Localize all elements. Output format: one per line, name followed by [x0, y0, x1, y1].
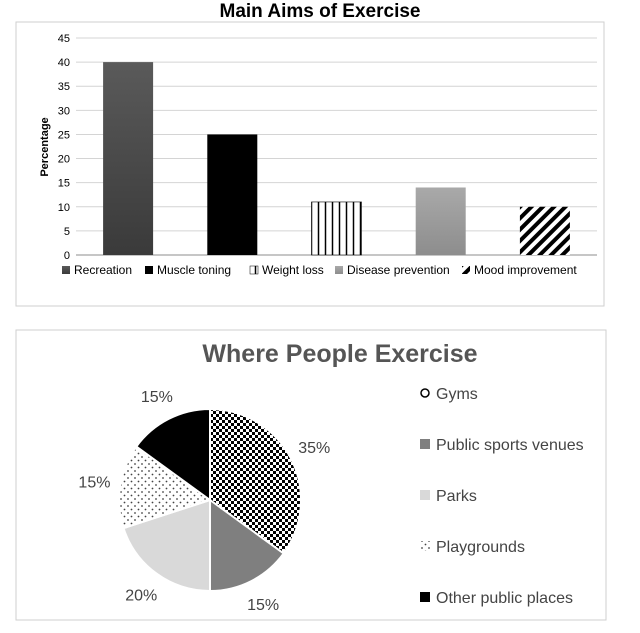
- bar-y-tick-label: 5: [64, 226, 70, 238]
- pie-slice-public-sports-venues: [209, 498, 286, 593]
- pie-data-label-playgrounds: 15%: [78, 475, 110, 492]
- bar-y-tick-labels: 0 5 10 15 20 25 30 35 40 45: [58, 33, 70, 262]
- bar-muscle-toning: [207, 134, 258, 255]
- bar-chart-title: Main Aims of Exercise: [219, 1, 421, 22]
- bar-weight-loss: [311, 201, 362, 256]
- pie-data-labels: 35% 15% 20% 15% 15%: [78, 389, 330, 614]
- bar-legend-label-mood-improvement: Mood improvement: [474, 263, 577, 277]
- pie-legend-label-public-sports-venues: Public sports venues: [436, 437, 584, 454]
- bar-y-tick-label: 45: [58, 33, 70, 45]
- bar-recreation: [103, 62, 154, 255]
- pie-data-label-gyms: 35%: [298, 440, 330, 457]
- bar-legend-label-recreation: Recreation: [74, 263, 132, 277]
- bar-legend-swatch-mood-improvement: [462, 266, 470, 274]
- pie-legend-swatch-gyms: [420, 388, 430, 398]
- bar-legend-swatch-muscle-toning: [145, 266, 153, 274]
- pie-slice-playgrounds: [118, 445, 213, 530]
- pie-legend-swatch-other-public-places: [420, 592, 430, 602]
- bar-legend-label-disease-prevention: Disease prevention: [347, 263, 450, 277]
- bar-mood-improvement: [519, 206, 570, 255]
- pie-slice-other-public-places: [134, 407, 211, 502]
- bar-marks: [103, 62, 570, 256]
- bar-legend-label-muscle-toning: Muscle toning: [157, 263, 231, 277]
- bar-y-tick-label: 30: [58, 105, 70, 117]
- pie-data-label-other-public-places: 15%: [141, 389, 173, 406]
- bar-y-tick-label: 20: [58, 154, 70, 166]
- pie-slices: [118, 407, 302, 593]
- pie-chart-frame: [15, 329, 607, 621]
- pie-legend-swatch-public-sports-venues: [420, 439, 430, 449]
- bar-y-tick-label: 0: [64, 250, 70, 262]
- pie-legend-swatch-playgrounds: [420, 541, 430, 551]
- pie-legend: Gyms Public sports venues Parks Playgrounds…: [420, 386, 584, 607]
- pie-legend-label-playgrounds: Playgrounds: [436, 539, 525, 556]
- bar-legend-swatch-recreation: [62, 266, 70, 274]
- pie-chart-title: Where People Exercise: [202, 340, 478, 368]
- bar-y-tick-label: 40: [58, 57, 70, 69]
- bar-y-tick-label: 15: [58, 178, 70, 190]
- pie-legend-label-other-public-places: Other public places: [436, 590, 573, 607]
- bar-legend-swatch-disease-prevention: [335, 266, 343, 274]
- bar-chart-svg: 0 5 10 15 20 25 30 35 40 45 Percentage Recreation…: [15, 21, 605, 307]
- bar-legend: Recreation Muscle toning Weight loss Diseas…: [62, 263, 577, 277]
- bar-y-tick-label: 10: [58, 202, 70, 214]
- pie-slice-parks: [122, 498, 211, 593]
- bar-y-tick-label: 35: [58, 81, 70, 93]
- bar-y-tick-label: 25: [58, 129, 70, 141]
- pie-legend-swatch-parks: [420, 490, 430, 500]
- bar-y-axis-label: Percentage: [39, 117, 51, 176]
- bar-gridlines: [76, 37, 597, 256]
- pie-slice-gyms: [209, 407, 302, 555]
- pie-data-label-parks: 20%: [125, 588, 157, 605]
- pie-data-label-public-sports-venues: 15%: [247, 597, 279, 614]
- pie-legend-label-parks: Parks: [436, 488, 477, 505]
- bar-legend-swatch-weight-loss: [249, 265, 259, 275]
- bar-disease-prevention: [415, 187, 466, 255]
- pie-legend-label-gyms: Gyms: [436, 386, 478, 403]
- bar-legend-label-weight-loss: Weight loss: [262, 263, 324, 277]
